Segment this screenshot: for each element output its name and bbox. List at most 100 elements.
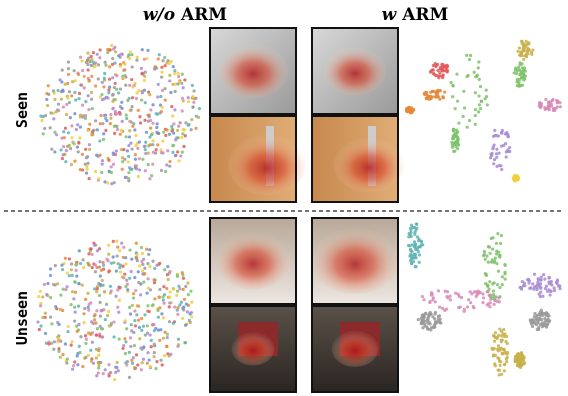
embedding-point xyxy=(142,88,147,92)
embedding-point xyxy=(82,312,86,316)
embedding-point xyxy=(139,66,144,71)
embedding-point xyxy=(85,165,89,169)
embedding-point xyxy=(503,332,507,336)
embedding-point xyxy=(98,48,102,52)
embedding-point xyxy=(169,352,173,356)
embedding-point xyxy=(465,125,469,129)
embedding-point xyxy=(426,317,430,321)
embedding-point xyxy=(168,301,172,305)
embedding-point xyxy=(496,232,500,236)
embedding-point xyxy=(432,72,436,76)
embedding-point xyxy=(124,285,128,289)
embedding-point xyxy=(143,148,147,152)
embedding-point xyxy=(80,83,84,87)
embedding-point xyxy=(149,345,153,349)
embedding-point xyxy=(515,77,519,82)
embedding-point xyxy=(115,239,119,243)
embedding-point xyxy=(95,128,99,132)
embedding-point xyxy=(122,344,126,348)
embedding-point xyxy=(503,350,507,354)
embedding-point xyxy=(492,143,496,147)
embedding-point xyxy=(133,319,137,323)
embedding-point xyxy=(72,364,76,368)
embedding-point xyxy=(555,279,559,283)
embedding-point xyxy=(148,126,153,130)
embedding-point xyxy=(189,289,193,293)
embedding-point xyxy=(111,106,115,110)
embedding-point xyxy=(86,56,91,60)
embedding-point xyxy=(87,108,91,112)
embedding-point xyxy=(67,143,71,148)
embedding-point xyxy=(60,156,64,161)
embedding-point xyxy=(92,318,97,322)
embedding-point xyxy=(118,87,123,91)
embedding-point xyxy=(487,287,491,291)
embedding-point xyxy=(97,363,101,367)
embedding-point xyxy=(520,279,524,284)
embedding-point xyxy=(100,97,105,102)
embedding-point xyxy=(429,291,434,295)
embedding-point xyxy=(122,76,126,80)
embedding-point xyxy=(505,360,509,364)
embedding-point xyxy=(90,133,94,137)
attention-heatmap xyxy=(215,232,291,290)
embedding-point xyxy=(116,245,120,249)
embedding-point xyxy=(83,307,87,311)
embedding-point xyxy=(80,152,85,156)
embedding-point xyxy=(173,89,177,93)
embedding-point xyxy=(57,109,61,113)
embedding-point xyxy=(506,135,510,139)
embedding-point xyxy=(535,317,539,321)
embedding-point xyxy=(81,364,85,369)
embedding-point xyxy=(84,297,88,301)
embedding-point xyxy=(173,305,177,309)
embedding-point xyxy=(191,95,195,99)
embedding-point xyxy=(141,157,145,161)
embedding-point xyxy=(125,282,129,286)
embedding-point xyxy=(170,124,174,128)
embedding-point xyxy=(483,257,487,261)
embedding-point xyxy=(70,94,74,98)
embedding-point xyxy=(95,52,99,56)
embedding-point xyxy=(427,312,432,316)
embedding-point xyxy=(83,113,88,118)
embedding-point xyxy=(493,331,498,335)
embedding-point xyxy=(72,142,76,146)
embedding-point xyxy=(59,97,63,101)
embedding-point xyxy=(437,76,441,80)
embedding-point xyxy=(441,73,445,77)
embedding-point xyxy=(73,280,77,284)
embedding-point xyxy=(490,258,494,262)
embedding-point xyxy=(495,164,499,168)
embedding-point xyxy=(42,282,47,287)
embedding-point xyxy=(466,73,470,78)
embedding-point xyxy=(50,322,54,326)
embedding-point xyxy=(167,61,171,66)
embedding-point xyxy=(120,275,124,279)
embedding-point xyxy=(143,118,147,122)
embedding-point xyxy=(145,291,149,295)
embedding-point xyxy=(86,262,91,266)
embedding-point xyxy=(116,369,120,373)
embedding-point xyxy=(100,80,104,84)
embedding-point xyxy=(552,286,556,290)
embedding-point xyxy=(69,343,73,347)
embedding-point xyxy=(107,88,111,92)
embedding-point xyxy=(58,307,62,311)
embedding-point xyxy=(77,97,81,101)
embedding-point xyxy=(54,304,58,309)
embedding-point xyxy=(58,355,62,359)
embedding-point xyxy=(148,93,152,97)
embedding-point xyxy=(116,262,120,266)
embedding-point xyxy=(107,169,111,173)
embedding-point xyxy=(453,149,457,153)
embedding-point xyxy=(537,327,541,331)
embedding-point xyxy=(495,155,499,160)
embedding-point xyxy=(123,351,128,356)
embedding-point xyxy=(98,139,102,143)
embedding-point xyxy=(160,363,164,367)
embedding-point xyxy=(89,247,93,251)
embedding-point xyxy=(454,291,458,295)
embedding-point xyxy=(410,262,414,266)
embedding-point xyxy=(527,281,531,285)
